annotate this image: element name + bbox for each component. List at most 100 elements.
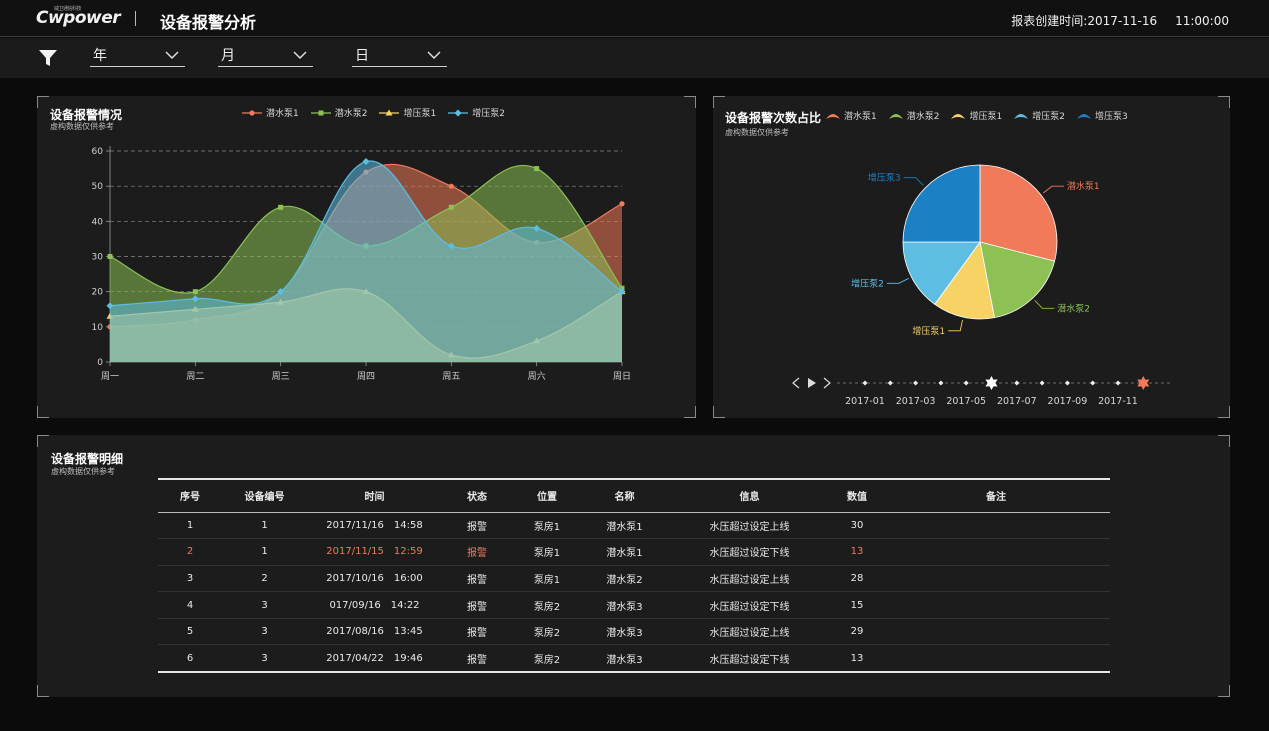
column-header[interactable]: 设备编号: [222, 478, 307, 513]
legend-item[interactable]: 增压泵3: [1076, 109, 1128, 122]
timeline-point[interactable]: [1064, 380, 1070, 386]
legend-pie-icon: [1014, 113, 1029, 119]
cell-value: 13: [832, 538, 882, 566]
alarm-trend-title: 设备报警情况: [50, 108, 123, 122]
legend-pie-icon: [1076, 113, 1091, 119]
timeline-point[interactable]: [963, 380, 969, 386]
day-select[interactable]: 日: [352, 45, 447, 67]
timeline-label[interactable]: 2017-07: [997, 396, 1037, 407]
column-header[interactable]: 时间: [307, 478, 442, 513]
table-row[interactable]: 6 3 2017/04/22 19:46 报警 泵房2 潜水泵3 水压超过设定下线 13: [158, 644, 1110, 673]
next-icon[interactable]: [823, 377, 831, 389]
pie-slice-label: 增压泵2: [851, 277, 884, 289]
pie-legend: 潜水泵1 潜水泵2 增压泵1 增压泵2 增压泵3: [826, 109, 1140, 122]
x-tick-label: 周五: [442, 371, 460, 382]
pie-leader-line: [903, 177, 924, 186]
legend-item[interactable]: 潜水泵1: [826, 109, 877, 122]
timeline-current-marker[interactable]: [985, 376, 998, 390]
pie-slice[interactable]: [934, 241, 995, 320]
table-row[interactable]: 3 2 2017/10/16 16:00 报警 泵房1 潜水泵2 水压超过设定上线 28: [158, 565, 1110, 593]
month-select[interactable]: 月: [218, 45, 313, 67]
timeline-point[interactable]: [913, 380, 919, 386]
legend-item[interactable]: 增压泵1: [379, 106, 436, 119]
alarm-detail-table: 序号 设备编号 时间 状态 位置 名称 信息 数值 备注 1 1 2017/11/16 14:58 报警…: [158, 478, 1110, 673]
cell-date: 2017/04/22: [326, 652, 384, 664]
timeline-point[interactable]: [1039, 380, 1045, 386]
legend-item[interactable]: 增压泵1: [951, 109, 1002, 122]
timeline-point[interactable]: [862, 380, 868, 386]
legend-marker-icon: [310, 110, 331, 115]
timeline-point[interactable]: [887, 380, 893, 386]
column-header[interactable]: 名称: [582, 478, 667, 513]
data-point: [448, 204, 454, 210]
column-header[interactable]: 位置: [512, 478, 582, 513]
cell-info: 水压超过设定上线: [667, 565, 832, 593]
cell-name: 潜水泵3: [582, 591, 667, 619]
column-header[interactable]: 备注: [882, 478, 1110, 513]
filter-icon[interactable]: [39, 49, 57, 71]
pie-leader-line: [1042, 185, 1064, 194]
column-header[interactable]: 状态: [442, 478, 512, 513]
pie-slice[interactable]: [902, 164, 981, 243]
timeline-label[interactable]: 2017-05: [946, 396, 986, 407]
cell-loc: 泵房2: [512, 644, 582, 673]
timeline-label[interactable]: 2017-01: [845, 396, 885, 407]
year-select[interactable]: 年: [90, 45, 185, 67]
alarm-ratio-title: 设备报警次数占比: [725, 111, 822, 125]
cell-dev: 1: [222, 512, 307, 540]
report-time-label: 报表创建时间:: [1011, 14, 1088, 28]
cell-loc: 泵房1: [512, 538, 582, 566]
logo: 威卫通信科技 Cwpower: [36, 6, 121, 28]
legend-label: 潜水泵2: [906, 112, 940, 122]
cell-name: 潜水泵1: [582, 512, 667, 540]
legend-label: 增压泵1: [403, 109, 437, 119]
pie-slice-label: 增压泵3: [868, 172, 901, 184]
prev-icon[interactable]: [792, 377, 800, 389]
report-date: 2017-11-16: [1087, 14, 1158, 28]
cell-info: 水压超过设定下线: [667, 644, 832, 673]
timeline-controls: [792, 377, 831, 389]
data-point: [618, 288, 626, 296]
cell-date: 2017/08/16: [326, 626, 384, 638]
column-header[interactable]: 序号: [158, 478, 222, 513]
table-row[interactable]: 4 3 017/09/16 14:22 报警 泵房2 潜水泵3 水压超过设定下线 15: [158, 591, 1110, 619]
cell-seq: 3: [158, 565, 222, 593]
legend-item[interactable]: 潜水泵1: [242, 106, 299, 119]
pie-slice[interactable]: [979, 164, 1058, 262]
alarm-ratio-subtitle: 虚构数据仅供参考: [725, 128, 789, 137]
legend-marker: [385, 109, 393, 115]
legend-pie-icon: [888, 113, 903, 119]
timeline-point[interactable]: [1014, 380, 1020, 386]
column-header[interactable]: 信息: [667, 478, 832, 513]
timeline-label[interactable]: 2017-09: [1048, 396, 1088, 407]
table-row[interactable]: 5 3 2017/08/16 13:45 报警 泵房2 潜水泵3 水压超过设定上线 29: [158, 618, 1110, 646]
timeline-highlight-marker[interactable]: [1137, 376, 1150, 390]
pie-slice-label: 潜水泵2: [1057, 302, 1090, 314]
pie-slice[interactable]: [902, 241, 981, 305]
timeline-point[interactable]: [1115, 380, 1121, 386]
table-row[interactable]: 2 1 2017/11/15 12:59 报警 泵房1 潜水泵1 水压超过设定下线 13: [158, 538, 1110, 566]
legend-item[interactable]: 潜水泵2: [310, 106, 367, 119]
legend-marker: [249, 109, 255, 116]
column-header[interactable]: 数值: [832, 478, 882, 513]
timeline-point[interactable]: [938, 380, 944, 386]
cell-date: 2017/11/15: [326, 546, 384, 558]
y-tick-label: 10: [92, 323, 104, 333]
pie-slice[interactable]: [979, 241, 1056, 319]
cell-dev: 3: [222, 644, 307, 673]
cell-value: 15: [832, 591, 882, 619]
alarm-ratio-chart: 潜水泵1 潜水泵2 增压泵1 增压泵2 增压泵3 2017-01 2017-03 2017-0…: [792, 164, 1171, 407]
legend-item[interactable]: 增压泵2: [448, 106, 505, 119]
legend-item[interactable]: 增压泵2: [1014, 109, 1065, 122]
timeline-label[interactable]: 2017-11: [1098, 396, 1138, 407]
timeline-label[interactable]: 2017-03: [896, 396, 936, 407]
data-point: [619, 285, 625, 291]
pie-slice-label: 增压泵1: [912, 325, 945, 337]
timeline-point[interactable]: [1090, 380, 1096, 386]
table-row[interactable]: 1 1 2017/11/16 14:58 报警 泵房1 潜水泵1 水压超过设定上线 30: [158, 512, 1110, 540]
cell-note: [882, 538, 1110, 566]
legend-item[interactable]: 潜水泵2: [888, 109, 940, 122]
play-icon[interactable]: [808, 378, 816, 388]
alarm-trend-chart: 0 10 20 30 40 50 60 周一 周二 周三 周四 周五 周六 周日: [92, 146, 631, 382]
legend-label: 增压泵2: [1032, 112, 1065, 122]
